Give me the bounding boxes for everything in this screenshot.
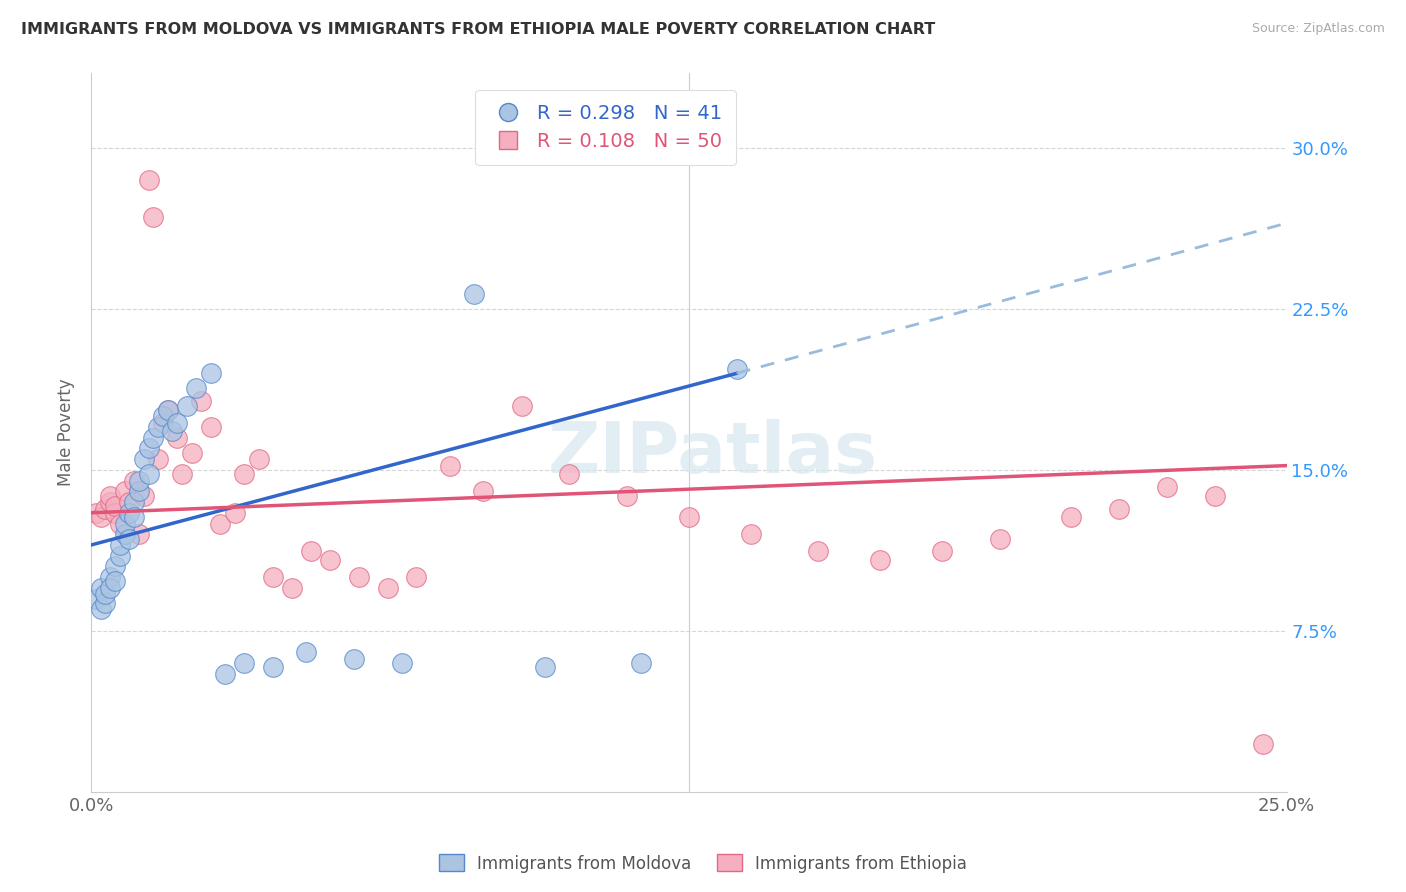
Point bbox=[534, 660, 557, 674]
Text: IMMIGRANTS FROM MOLDOVA VS IMMIGRANTS FROM ETHIOPIA MALE POVERTY CORRELATION CHA: IMMIGRANTS FROM MOLDOVA VS IMMIGRANTS FR… bbox=[21, 22, 935, 37]
Point bbox=[142, 210, 165, 224]
Point bbox=[299, 544, 322, 558]
Point bbox=[558, 467, 581, 482]
Point bbox=[186, 381, 208, 395]
Point bbox=[138, 467, 160, 482]
Point bbox=[128, 527, 150, 541]
Point bbox=[114, 516, 136, 531]
Point bbox=[1108, 501, 1130, 516]
Point bbox=[176, 399, 198, 413]
Point bbox=[128, 484, 150, 499]
Point bbox=[166, 416, 188, 430]
Point bbox=[94, 501, 117, 516]
Point bbox=[152, 409, 174, 424]
Point bbox=[84, 591, 107, 606]
Point bbox=[118, 495, 141, 509]
Point bbox=[122, 495, 145, 509]
Point bbox=[114, 527, 136, 541]
Point bbox=[90, 510, 112, 524]
Point bbox=[156, 402, 179, 417]
Point bbox=[678, 510, 700, 524]
Point bbox=[262, 660, 284, 674]
Point bbox=[104, 500, 127, 514]
Point bbox=[463, 287, 485, 301]
Point bbox=[90, 602, 112, 616]
Point bbox=[104, 559, 127, 574]
Y-axis label: Male Poverty: Male Poverty bbox=[58, 378, 75, 486]
Point bbox=[90, 581, 112, 595]
Point bbox=[128, 474, 150, 488]
Text: Source: ZipAtlas.com: Source: ZipAtlas.com bbox=[1251, 22, 1385, 36]
Point bbox=[319, 553, 342, 567]
Point bbox=[295, 645, 318, 659]
Point bbox=[200, 420, 222, 434]
Point bbox=[108, 516, 131, 531]
Point bbox=[118, 506, 141, 520]
Point bbox=[104, 506, 127, 520]
Point bbox=[146, 452, 169, 467]
Point bbox=[405, 570, 427, 584]
Point bbox=[510, 399, 533, 413]
Point bbox=[343, 651, 366, 665]
Point bbox=[170, 467, 193, 482]
Point bbox=[209, 516, 232, 531]
Point bbox=[616, 489, 638, 503]
Point bbox=[262, 570, 284, 584]
Point bbox=[391, 656, 413, 670]
Legend: R = 0.298   N = 41, R = 0.108   N = 50: R = 0.298 N = 41, R = 0.108 N = 50 bbox=[475, 90, 735, 165]
Point bbox=[807, 544, 830, 558]
Point bbox=[98, 495, 121, 509]
Point bbox=[114, 484, 136, 499]
Point bbox=[122, 510, 145, 524]
Point bbox=[233, 656, 256, 670]
Point bbox=[931, 544, 953, 558]
Point bbox=[439, 458, 461, 473]
Point bbox=[472, 484, 495, 499]
Point bbox=[138, 173, 160, 187]
Point bbox=[1251, 738, 1274, 752]
Point bbox=[98, 581, 121, 595]
Point bbox=[180, 446, 202, 460]
Point bbox=[988, 532, 1011, 546]
Point bbox=[138, 442, 160, 456]
Point bbox=[94, 596, 117, 610]
Point bbox=[166, 431, 188, 445]
Point bbox=[1060, 510, 1083, 524]
Point bbox=[377, 581, 399, 595]
Point bbox=[1156, 480, 1178, 494]
Point bbox=[156, 402, 179, 417]
Point bbox=[869, 553, 891, 567]
Point bbox=[190, 394, 212, 409]
Point bbox=[118, 532, 141, 546]
Legend: Immigrants from Moldova, Immigrants from Ethiopia: Immigrants from Moldova, Immigrants from… bbox=[433, 847, 973, 880]
Point bbox=[142, 431, 165, 445]
Point bbox=[146, 420, 169, 434]
Point bbox=[104, 574, 127, 589]
Point bbox=[94, 587, 117, 601]
Point bbox=[122, 474, 145, 488]
Point bbox=[98, 570, 121, 584]
Point bbox=[162, 424, 184, 438]
Point bbox=[84, 506, 107, 520]
Point bbox=[152, 416, 174, 430]
Point bbox=[725, 362, 748, 376]
Point bbox=[1204, 489, 1226, 503]
Point bbox=[108, 549, 131, 563]
Point bbox=[108, 538, 131, 552]
Text: ZIPatlas: ZIPatlas bbox=[548, 419, 877, 489]
Point bbox=[132, 489, 155, 503]
Point bbox=[132, 452, 155, 467]
Point bbox=[740, 527, 762, 541]
Point bbox=[224, 506, 246, 520]
Point bbox=[630, 656, 652, 670]
Point bbox=[214, 666, 236, 681]
Point bbox=[281, 581, 304, 595]
Point bbox=[233, 467, 256, 482]
Point bbox=[347, 570, 370, 584]
Point bbox=[200, 367, 222, 381]
Point bbox=[98, 489, 121, 503]
Point bbox=[247, 452, 270, 467]
